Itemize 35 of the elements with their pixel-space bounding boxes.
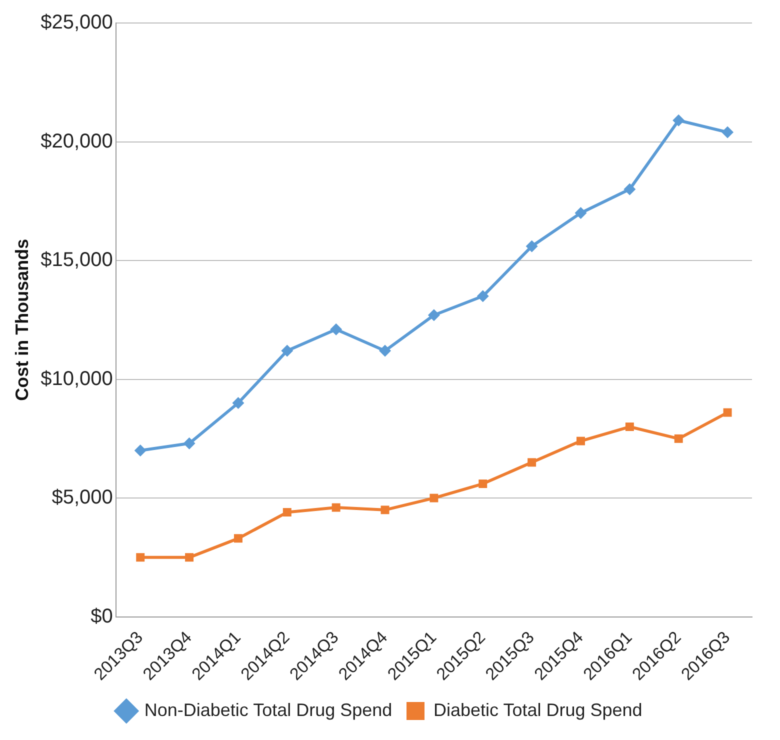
y-tick-label: $15,000 bbox=[40, 249, 113, 272]
y-tick-label: $25,000 bbox=[40, 12, 113, 34]
point bbox=[281, 344, 294, 357]
point bbox=[526, 240, 538, 252]
point bbox=[134, 444, 146, 457]
point bbox=[232, 397, 244, 410]
y-tick-label: $10,000 bbox=[40, 368, 113, 390]
point bbox=[380, 506, 390, 514]
point bbox=[330, 323, 342, 336]
y-tick-label: $20,000 bbox=[40, 130, 113, 152]
point bbox=[282, 508, 292, 517]
point bbox=[136, 553, 145, 562]
point bbox=[625, 422, 634, 432]
point bbox=[672, 114, 685, 126]
point bbox=[528, 458, 536, 467]
point bbox=[624, 183, 636, 196]
point bbox=[185, 553, 194, 562]
point bbox=[722, 126, 734, 138]
point bbox=[183, 437, 196, 450]
point bbox=[476, 290, 489, 302]
point bbox=[332, 503, 340, 512]
legend-label: Non-Diabetic Total Drug Spend bbox=[144, 700, 392, 720]
point bbox=[674, 434, 683, 443]
point bbox=[379, 344, 392, 357]
point bbox=[478, 480, 488, 488]
legend-label: Diabetic Total Drug Spend bbox=[434, 700, 642, 720]
y-tick-label: $0 bbox=[90, 605, 113, 628]
point bbox=[574, 207, 587, 220]
y-axis-title: Cost in Thousands bbox=[12, 238, 32, 401]
point bbox=[723, 408, 732, 417]
point bbox=[576, 436, 585, 446]
point bbox=[234, 534, 242, 543]
point bbox=[430, 494, 438, 502]
y-tick-label: $5,000 bbox=[52, 486, 113, 509]
point bbox=[428, 309, 440, 322]
